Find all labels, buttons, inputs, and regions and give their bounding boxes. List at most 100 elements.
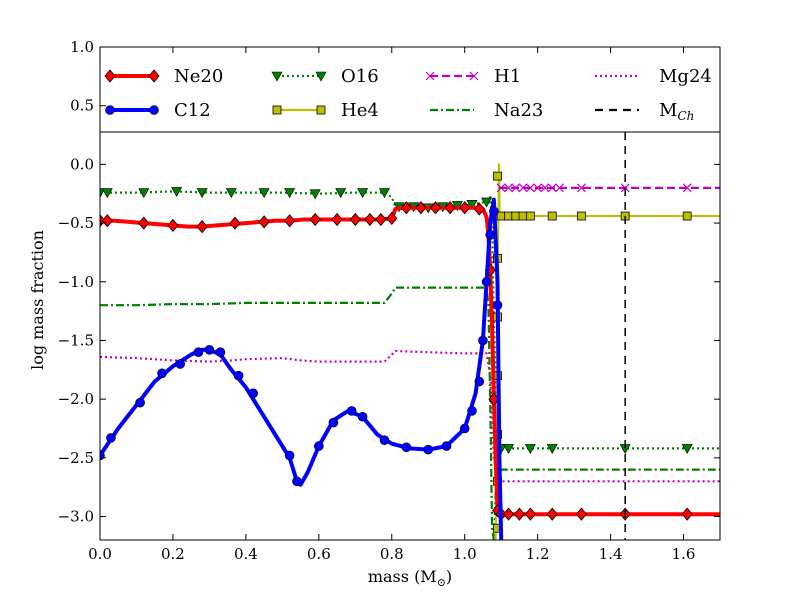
series-h1-marker	[496, 183, 506, 193]
series-ne20-marker	[284, 214, 296, 228]
series-ne20-marker	[400, 201, 412, 215]
y-tick-label: 0.0	[70, 155, 94, 173]
series-he4-marker	[496, 211, 506, 221]
legend-entry-mg24: Mg24	[595, 66, 712, 87]
series-o16-marker	[466, 199, 478, 210]
series-c12-marker	[467, 406, 477, 416]
series-c12-marker	[135, 397, 145, 408]
series-ne20-marker	[331, 212, 343, 227]
legend-marker-o16	[271, 71, 283, 82]
series-c12-marker	[233, 370, 244, 381]
series-h1-marker	[504, 183, 513, 193]
series-c12-marker	[328, 417, 339, 428]
series-h1-marker	[518, 183, 528, 193]
legend-marker-ne20	[104, 69, 116, 83]
series-h1-marker	[620, 183, 630, 193]
series-c12-marker	[401, 442, 412, 453]
y-tick-label: −0.5	[58, 214, 94, 232]
legend-label-m: MCh	[659, 100, 694, 123]
y-tick-label: −2.0	[58, 390, 94, 408]
series-o16-marker	[258, 188, 270, 199]
series-c12-marker	[474, 376, 485, 387]
legend-band-tick-label: 0.5	[70, 97, 94, 115]
series-ne20-marker	[681, 507, 693, 521]
series-ne20-marker	[101, 214, 113, 228]
series-he4-marker	[493, 171, 502, 181]
x-tick-label: 0.8	[380, 545, 404, 563]
series-c12-marker	[459, 423, 470, 434]
series-ne20-marker	[575, 507, 587, 521]
series-c12-marker	[478, 335, 488, 346]
y-tick-label: −1.0	[58, 273, 94, 291]
series-c12-marker	[485, 230, 496, 240]
series-he4-marker	[504, 211, 513, 221]
x-tick-label: 0.6	[307, 545, 331, 563]
x-tick-label: 1.4	[599, 545, 623, 563]
series-he4-marker	[525, 211, 535, 221]
legend-marker-h1	[469, 71, 479, 81]
legend-label-mg24: Mg24	[659, 66, 712, 87]
legend-marker-h1	[425, 71, 435, 81]
series-o16-marker	[101, 188, 113, 199]
series-o16-marker	[357, 188, 369, 199]
series-ne20	[100, 201, 720, 521]
series-h1-marker	[533, 183, 543, 193]
series-c12-marker	[346, 406, 357, 416]
series-ne20-marker	[196, 219, 208, 234]
x-tick-label: 0.4	[234, 545, 258, 563]
legend-label-c12: C12	[174, 100, 211, 121]
series-he4-marker	[511, 211, 521, 221]
series-c12-marker	[489, 206, 499, 217]
series-h1-marker	[682, 183, 692, 193]
legend-label-o16: O16	[341, 66, 379, 87]
series-c12-marker	[492, 300, 503, 311]
series-h1-marker	[555, 183, 564, 193]
series-ne20-marker	[258, 215, 270, 229]
legend-marker-he4	[316, 105, 326, 115]
legend-entry-c12: C12	[105, 100, 211, 121]
series-mg24-line	[100, 349, 720, 483]
x-tick-label: 0.2	[161, 545, 185, 563]
legend-marker-he4	[272, 105, 282, 115]
series-ne20-marker	[502, 507, 514, 521]
series-layer	[100, 132, 720, 540]
series-c12-marker	[193, 347, 204, 357]
series-c12-marker	[481, 276, 492, 287]
x-tick-label: 0.0	[88, 545, 112, 563]
series-o16-marker	[138, 188, 150, 199]
series-ne20-marker	[430, 201, 442, 215]
series-he4-marker	[518, 211, 528, 221]
legend-band-tick-label: 1.0	[70, 38, 94, 56]
legend-marker-c12	[149, 105, 159, 115]
series-ne20-marker	[473, 202, 485, 216]
series-c12-marker	[215, 347, 226, 357]
series-c12-marker	[204, 345, 215, 355]
series-c12-marker	[441, 441, 452, 451]
series-ne20-marker	[444, 201, 456, 215]
axes-layer: 0.0 0.2 0.4 0.6 0.8 1.0 1.2 1.4 1.6 0.0 −0.5 −1.0 −1…	[58, 38, 721, 563]
series-h1-marker	[576, 183, 586, 193]
series-c12-marker	[284, 450, 295, 461]
y-tick-label: −2.5	[58, 449, 94, 467]
series-he4-marker	[682, 211, 692, 221]
series-c12-marker	[248, 388, 258, 399]
series-ne20-marker	[229, 216, 241, 230]
legend-label-ne20: Ne20	[174, 66, 223, 87]
legend-marker-o16	[315, 71, 327, 82]
legend-marker-ne20	[148, 69, 160, 83]
series-ne20-marker	[459, 201, 471, 215]
series-o16-marker	[171, 187, 183, 197]
series-o16-marker	[481, 197, 493, 208]
legend-label-na23: Na23	[494, 100, 543, 121]
legend-entry-m: MCh	[595, 100, 694, 123]
legend-entry-h1: H1	[425, 66, 521, 87]
y-tick-label: −3.0	[58, 508, 94, 526]
series-h1-marker	[547, 183, 557, 193]
series-ne20-marker	[349, 212, 361, 227]
series-o16-marker	[502, 444, 514, 455]
series-ne20-marker	[364, 212, 376, 227]
legend-label-h1: H1	[494, 66, 521, 87]
series-h1-marker	[511, 183, 521, 193]
y-axis-label: log mass fraction	[28, 230, 47, 370]
